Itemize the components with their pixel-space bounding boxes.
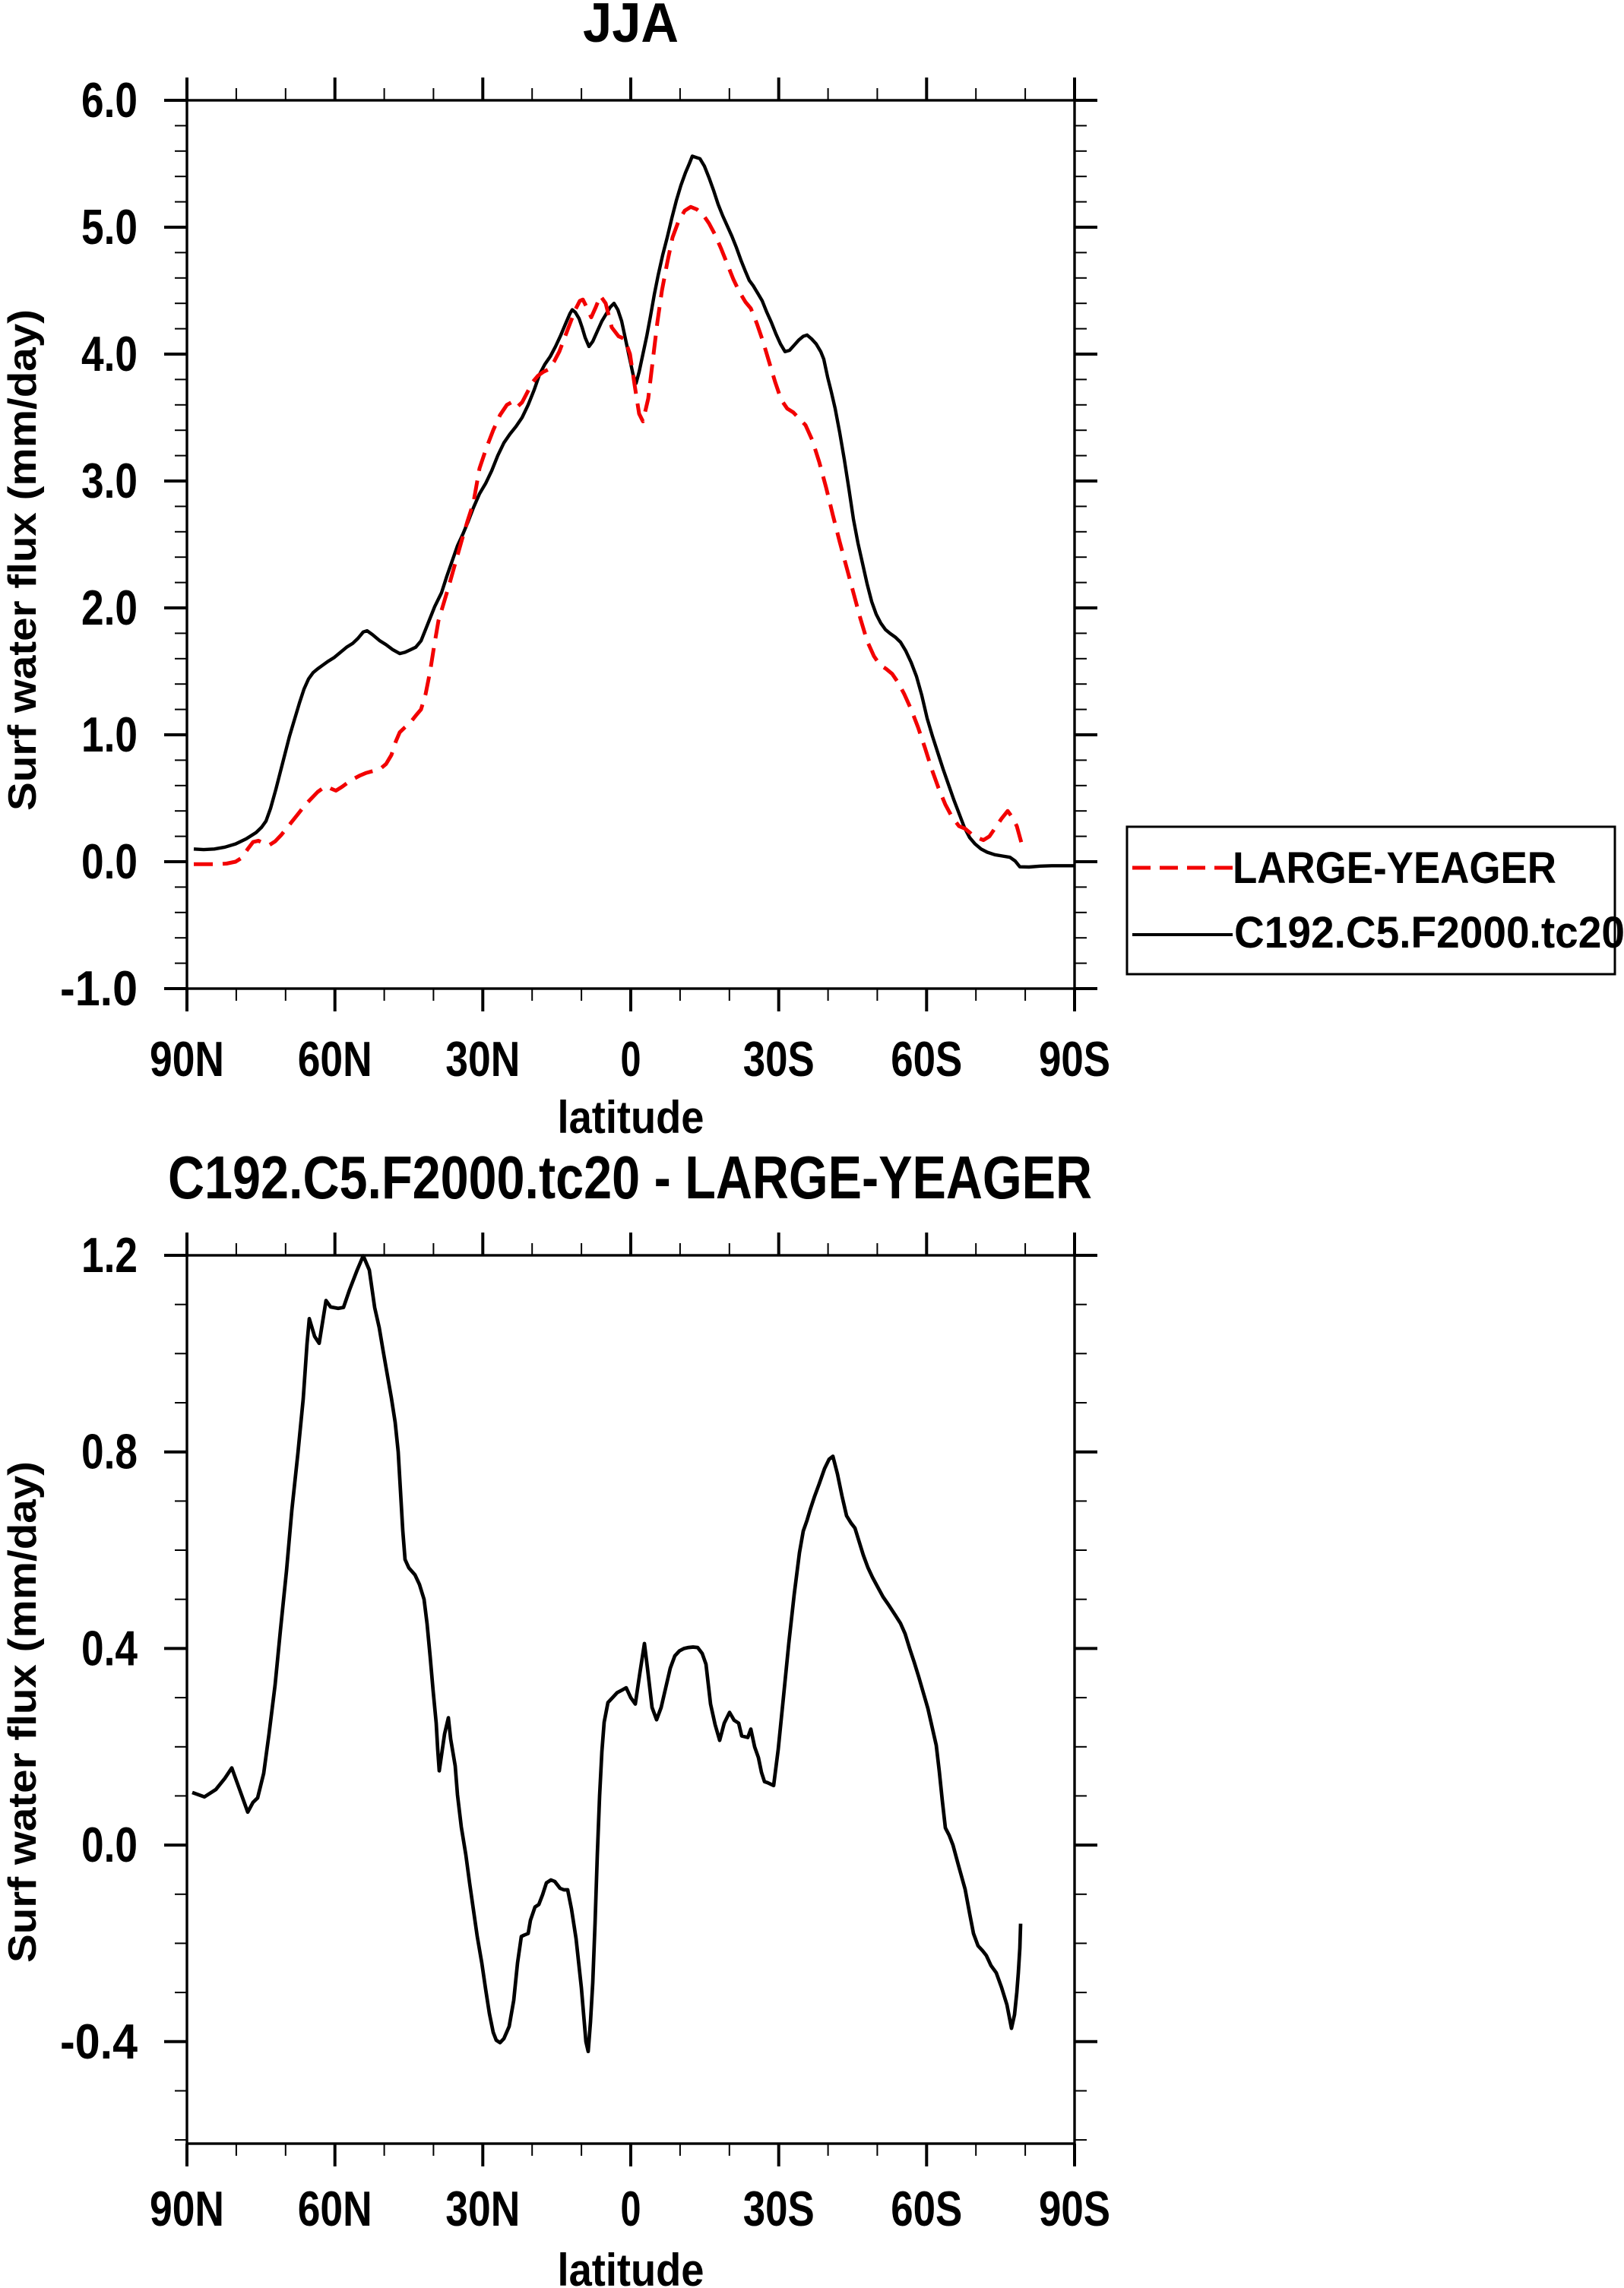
svg-text:C192.C5.F2000.tc20 - LARGE-YEA: C192.C5.F2000.tc20 - LARGE-YEAGER xyxy=(168,1144,1092,1211)
svg-text:90S: 90S xyxy=(1039,1031,1110,1087)
svg-text:30N: 30N xyxy=(445,2181,520,2236)
svg-text:JJA: JJA xyxy=(583,0,679,54)
svg-text:5.0: 5.0 xyxy=(81,199,138,255)
svg-text:60S: 60S xyxy=(891,2181,962,2236)
svg-text:1.2: 1.2 xyxy=(81,1227,138,1283)
svg-text:2.0: 2.0 xyxy=(81,580,138,635)
svg-text:30S: 30S xyxy=(743,2181,815,2236)
svg-text:0.0: 0.0 xyxy=(81,1817,138,1872)
svg-text:90S: 90S xyxy=(1039,2181,1110,2236)
svg-text:6.0: 6.0 xyxy=(81,72,138,128)
svg-text:0: 0 xyxy=(621,2181,641,2236)
svg-text:0.4: 0.4 xyxy=(81,1620,138,1676)
svg-text:Surf water flux (mm/day): Surf water flux (mm/day) xyxy=(1,309,45,811)
svg-text:0.0: 0.0 xyxy=(81,834,138,889)
svg-text:30N: 30N xyxy=(445,1031,520,1087)
svg-text:0.8: 0.8 xyxy=(81,1424,138,1479)
svg-text:3.0: 3.0 xyxy=(81,453,138,508)
svg-text:90N: 90N xyxy=(150,2181,224,2236)
svg-text:latitude: latitude xyxy=(558,1092,704,1143)
svg-text:30S: 30S xyxy=(743,1031,815,1087)
svg-text:60N: 60N xyxy=(298,1031,372,1087)
svg-text:C192.C5.F2000.tc20: C192.C5.F2000.tc20 xyxy=(1234,908,1624,957)
svg-text:60N: 60N xyxy=(298,2181,372,2236)
svg-text:-0.4: -0.4 xyxy=(60,2014,138,2069)
svg-text:LARGE-YEAGER: LARGE-YEAGER xyxy=(1233,843,1556,893)
svg-text:1.0: 1.0 xyxy=(81,707,138,762)
svg-text:-1.0: -1.0 xyxy=(60,960,138,1016)
svg-text:latitude: latitude xyxy=(558,2245,704,2288)
svg-text:Surf water flux (mm/day): Surf water flux (mm/day) xyxy=(1,1461,45,1963)
svg-text:60S: 60S xyxy=(891,1031,962,1087)
svg-text:90N: 90N xyxy=(150,1031,224,1087)
svg-text:4.0: 4.0 xyxy=(81,326,138,381)
svg-text:0: 0 xyxy=(621,1031,641,1087)
